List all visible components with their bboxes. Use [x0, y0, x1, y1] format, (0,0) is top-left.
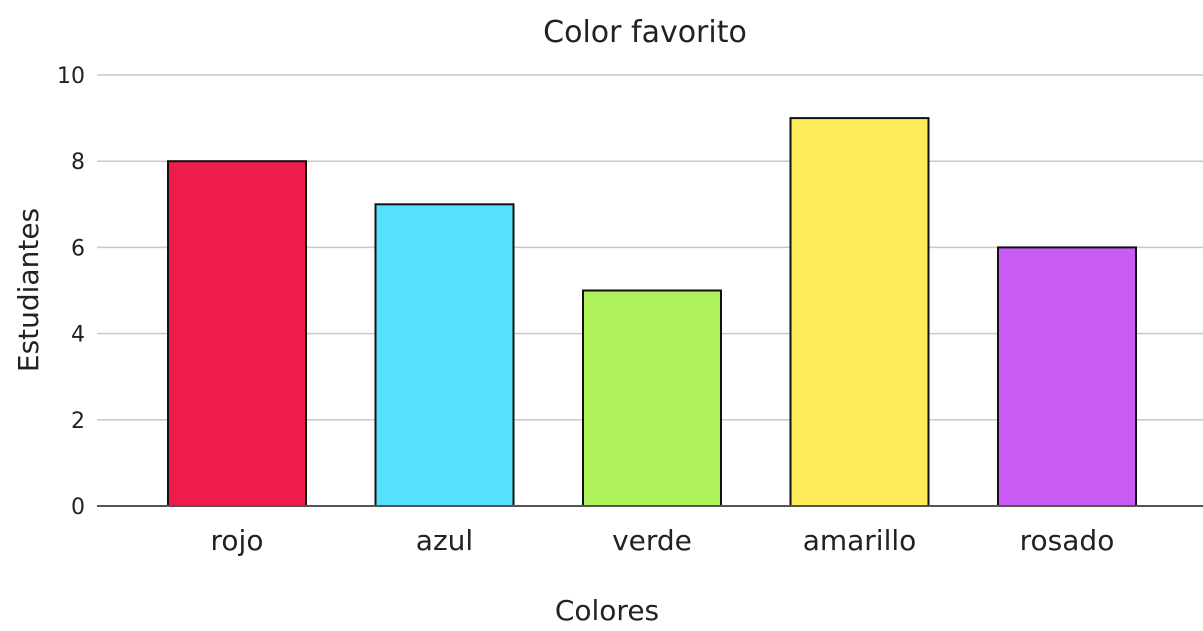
x-tick-label: verde	[612, 524, 692, 557]
x-tick-label: azul	[416, 524, 473, 557]
bar-azul	[374, 203, 515, 508]
bar-rojo	[167, 160, 307, 507]
y-tick-label: 8	[71, 150, 85, 175]
chart-title: Color favorito	[543, 15, 747, 50]
bar-amarillo	[789, 117, 930, 507]
x-axis-label: Colores	[555, 594, 659, 627]
y-tick-label: 2	[71, 409, 85, 434]
bars	[167, 117, 1137, 508]
x-tick-label: amarillo	[803, 524, 917, 557]
x-tick-labels: rojo azul verde amarillo rosado	[211, 524, 1115, 557]
x-tick-label: rojo	[211, 524, 264, 557]
y-tick-labels: 0 2 4 6 8 10	[57, 64, 85, 520]
x-tick-label: rosado	[1020, 524, 1115, 557]
y-tick-label: 10	[57, 64, 85, 89]
y-axis-label: Estudiantes	[12, 208, 45, 372]
bar-verde	[582, 289, 722, 507]
bar-rosado	[997, 246, 1137, 507]
y-tick-label: 6	[71, 236, 85, 261]
y-tick-label: 4	[71, 323, 85, 348]
y-tick-label: 0	[71, 495, 85, 520]
